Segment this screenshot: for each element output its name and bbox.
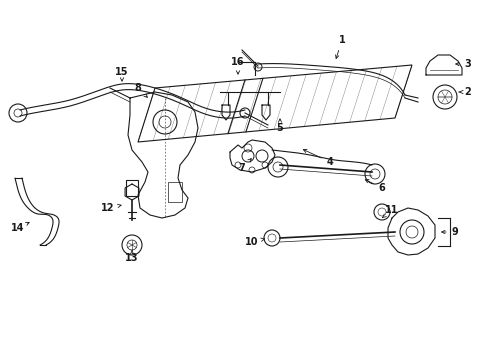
Text: 4: 4 <box>303 149 333 167</box>
Text: 3: 3 <box>455 59 470 69</box>
Text: 14: 14 <box>11 222 29 233</box>
Text: 13: 13 <box>125 250 139 263</box>
Text: 7: 7 <box>238 159 251 173</box>
Text: 9: 9 <box>441 227 457 237</box>
Text: 1: 1 <box>335 35 345 58</box>
Text: 8: 8 <box>134 83 147 97</box>
Text: 5: 5 <box>276 119 283 133</box>
Text: 10: 10 <box>245 237 264 247</box>
Text: 2: 2 <box>458 87 470 97</box>
Text: 16: 16 <box>231 57 244 74</box>
Text: 6: 6 <box>365 180 385 193</box>
Text: 12: 12 <box>101 203 121 213</box>
Text: 11: 11 <box>382 205 398 218</box>
Text: 15: 15 <box>115 67 128 81</box>
